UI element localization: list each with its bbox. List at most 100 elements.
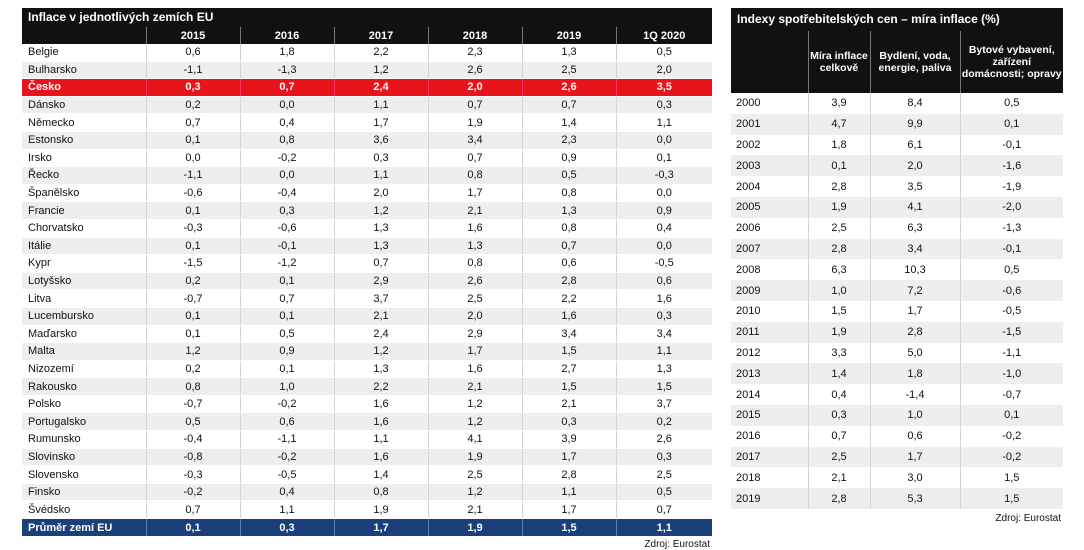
column-header: 1Q 2020 xyxy=(615,27,712,44)
table-cell: 0,3 xyxy=(333,149,428,168)
table-cell: Slovinsko xyxy=(22,448,146,467)
table-cell: 1,4 xyxy=(807,363,870,385)
table-cell: 1,1 xyxy=(521,483,616,502)
table-cell: 2004 xyxy=(731,176,808,197)
table-row: Lotyšsko 0,2 0,1 2,9 2,6 2,8 0,6 xyxy=(22,272,712,291)
table-cell: 3,3 xyxy=(807,342,870,364)
column-header xyxy=(731,31,808,93)
table-cell: 0,8 xyxy=(145,377,240,396)
table-cell: 0,7 xyxy=(521,237,616,256)
table-cell: 0,1 xyxy=(145,307,240,326)
table-cell: -0,3 xyxy=(615,166,712,185)
table-cell: Belgie xyxy=(22,44,146,62)
table-cell: Řecko xyxy=(22,166,146,185)
table-cell: 1,3 xyxy=(521,201,616,220)
table-cell: 0,6 xyxy=(869,425,960,447)
table-cell: 1,6 xyxy=(615,289,712,308)
table-cell: -1,9 xyxy=(959,176,1063,197)
table-cell: -0,2 xyxy=(239,149,334,168)
table-row: Lucembursko 0,1 0,1 2,1 2,0 1,6 0,3 xyxy=(22,307,712,326)
table-cell: 1,2 xyxy=(427,395,522,414)
table-cell: 0,0 xyxy=(239,96,334,115)
table-cell: 2,9 xyxy=(427,325,522,344)
table-cell: Lucembursko xyxy=(22,307,146,326)
table-cell: 1,7 xyxy=(427,184,522,203)
eu-inflation-title: Inflace v jednotlivých zemích EU xyxy=(22,8,712,27)
table-row: 2018 2,1 3,0 1,5 xyxy=(731,467,1063,489)
table-cell: -0,2 xyxy=(239,448,334,467)
table-cell: 1,9 xyxy=(807,196,870,218)
table-cell: 2008 xyxy=(731,259,808,281)
table-cell: Polsko xyxy=(22,395,146,414)
table-cell: 2,6 xyxy=(521,78,616,97)
table-cell: 0,3 xyxy=(145,78,240,97)
table-cell: 1,8 xyxy=(869,363,960,385)
table-cell: 0,3 xyxy=(615,307,712,326)
table-cell: 2,6 xyxy=(427,272,522,291)
table-row: Itálie 0,1 -0,1 1,3 1,3 0,7 0,0 xyxy=(22,237,712,256)
table-cell: 3,4 xyxy=(521,325,616,344)
table-cell: 1,1 xyxy=(333,96,428,115)
table-cell: 3,5 xyxy=(869,176,960,197)
table-cell: 0,9 xyxy=(615,201,712,220)
eu-inflation-table-panel: Inflace v jednotlivých zemích EU 2015 201… xyxy=(22,8,712,550)
table-cell: 2,8 xyxy=(807,176,870,197)
table-row: 2005 1,9 4,1 -2,0 xyxy=(731,196,1063,218)
table-row: 2011 1,9 2,8 -1,5 xyxy=(731,321,1063,343)
table-cell: Lotyšsko xyxy=(22,272,146,291)
table-cell: 1,6 xyxy=(427,219,522,238)
table-cell: 0,6 xyxy=(145,44,240,62)
table-row: 2000 3,9 8,4 0,5 xyxy=(731,93,1063,114)
table-row: Bulharsko -1,1 -1,3 1,2 2,6 2,5 2,0 xyxy=(22,61,712,80)
table-row: Švédsko 0,7 1,1 1,9 2,1 1,7 0,7 xyxy=(22,500,712,520)
table-cell: 1,6 xyxy=(521,307,616,326)
table-cell: 2016 xyxy=(731,425,808,447)
table-cell: 1,1 xyxy=(333,430,428,449)
table-cell: Malta xyxy=(22,342,146,361)
table-cell: 2,4 xyxy=(333,78,428,97)
table-cell: 0,8 xyxy=(427,166,522,185)
table-cell: 2018 xyxy=(731,467,808,489)
table-cell: 1,3 xyxy=(333,360,428,379)
table-cell: 3,7 xyxy=(615,395,712,414)
table-cell: -1,5 xyxy=(145,254,240,273)
table-cell: 0,7 xyxy=(427,149,522,168)
table-cell: 2,8 xyxy=(521,272,616,291)
table-cell: 0,6 xyxy=(521,254,616,273)
table-cell: 7,2 xyxy=(869,280,960,301)
table-cell: 1,3 xyxy=(427,237,522,256)
table-cell: 3,0 xyxy=(869,467,960,489)
table-row: Maďarsko 0,1 0,5 2,4 2,9 3,4 3,4 xyxy=(22,325,712,344)
table-cell: -0,3 xyxy=(145,219,240,238)
table-row: Malta 1,2 0,9 1,2 1,7 1,5 1,1 xyxy=(22,342,712,361)
table-row: Rumunsko -0,4 -1,1 1,1 4,1 3,9 2,6 xyxy=(22,430,712,449)
table-cell: 2,0 xyxy=(869,155,960,177)
table-cell: 1,2 xyxy=(333,342,428,361)
table-cell: 1,7 xyxy=(427,342,522,361)
table-cell: 4,1 xyxy=(427,430,522,449)
table-cell: 1,6 xyxy=(333,412,428,432)
table-row: Česko 0,3 0,7 2,4 2,0 2,6 3,5 xyxy=(22,78,712,97)
table-row: Chorvatsko -0,3 -0,6 1,3 1,6 0,8 0,4 xyxy=(22,219,712,238)
table-cell: 2010 xyxy=(731,300,808,322)
table-cell: 0,1 xyxy=(239,307,334,326)
table-cell: 0,7 xyxy=(145,500,240,520)
table-cell: 0,1 xyxy=(615,149,712,168)
table-cell: 2,8 xyxy=(869,321,960,343)
table-cell: 2,8 xyxy=(807,238,870,260)
table-cell: 0,7 xyxy=(427,96,522,115)
table-cell: 0,4 xyxy=(807,384,870,405)
table-cell: -1,1 xyxy=(145,166,240,185)
table-row: Litva -0,7 0,7 3,7 2,5 2,2 1,6 xyxy=(22,289,712,308)
table-cell: 0,5 xyxy=(615,483,712,502)
table-cell: 1,3 xyxy=(615,360,712,379)
table-row: Dánsko 0,2 0,0 1,1 0,7 0,7 0,3 xyxy=(22,96,712,115)
table-cell: 0,7 xyxy=(807,425,870,447)
table-cell: 2,5 xyxy=(427,465,522,484)
table-cell: 1,5 xyxy=(521,518,616,537)
table-cell: 0,1 xyxy=(145,518,240,537)
table-header-row: 2015 2016 2017 2018 2019 1Q 2020 xyxy=(22,27,712,44)
table-cell: 0,3 xyxy=(521,412,616,432)
table-cell: 1,7 xyxy=(333,113,428,132)
table-cell: 2,1 xyxy=(521,395,616,414)
